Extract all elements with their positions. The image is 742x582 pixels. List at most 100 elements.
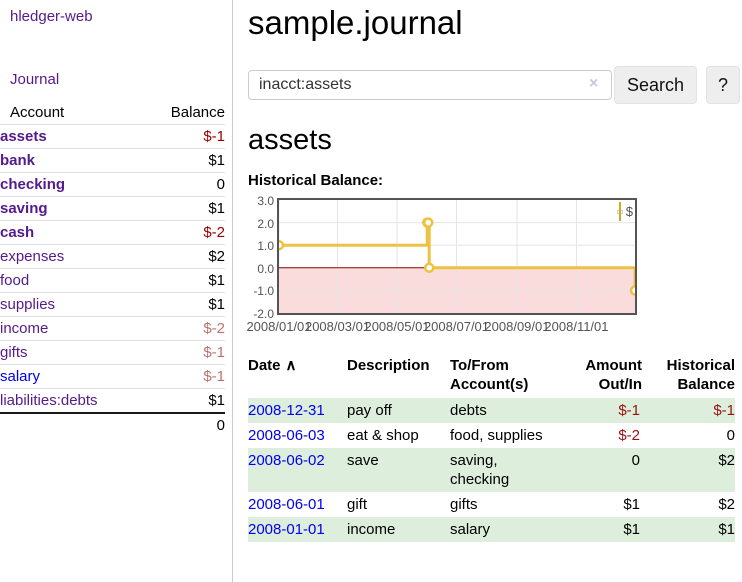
transaction-accounts: salary [450, 517, 566, 542]
account-row: salary $-1 [0, 364, 225, 389]
account-row: income $-2 [0, 316, 225, 341]
x-axis-tick-label: 2008/03/01 [304, 319, 371, 334]
account-balance: $2 [144, 244, 225, 269]
account-link-food[interactable]: food [0, 272, 30, 289]
sidebar: hledger-web Journal Account Balance asse… [0, 0, 233, 582]
account-row: cash $-2 [0, 220, 225, 245]
accounts-col-account: Account [0, 101, 145, 125]
account-link-gifts[interactable]: gifts [0, 344, 28, 361]
transaction-accounts: food, supplies [450, 427, 543, 444]
accounts-total-row: 0 [0, 412, 225, 437]
clear-search-icon[interactable]: × [589, 75, 599, 92]
transaction-amount: 0 [566, 448, 642, 492]
account-link-supplies[interactable]: supplies [0, 296, 56, 313]
transaction-balance: $-1 [642, 398, 735, 423]
account-link-bank[interactable]: bank [0, 152, 36, 169]
transaction-description: income [347, 517, 450, 542]
chart-y-labels: 3.0 2.0 1.0 0.0 -1.0 -2.0 [248, 194, 274, 321]
account-balance: 0 [144, 172, 225, 197]
col-date: Date ∧ [248, 354, 347, 398]
account-link-checking[interactable]: checking [0, 176, 66, 193]
account-row: food $1 [0, 268, 225, 293]
account-balance: $1 [144, 388, 225, 414]
accounts-col-balance: Balance [144, 101, 225, 125]
account-row: gifts $-1 [0, 340, 225, 365]
account-row: assets $-1 [0, 124, 225, 149]
chart-x-labels: 2008/01/01 2008/03/01 2008/05/01 2008/07/01… [246, 319, 635, 335]
account-link-expenses[interactable]: expenses [0, 248, 65, 265]
transaction-row: 2008-06-03 eat & shop food, supplies $-2… [248, 423, 735, 448]
accounts-total-value: 0 [144, 412, 225, 437]
col-amount-line2: Out/In [598, 376, 642, 393]
account-balance: $-1 [144, 364, 225, 389]
transaction-description: gift [347, 496, 368, 513]
register-table: Date ∧ Description To/From Account(s) Amo… [248, 354, 735, 542]
account-row: bank $1 [0, 148, 225, 173]
sidebar-item-journal[interactable]: Journal [10, 71, 60, 88]
account-balance: $-2 [144, 220, 225, 245]
account-link-liabilities-debts[interactable]: liabilities:debts [0, 392, 98, 409]
chart-plot-area: $ [277, 198, 637, 315]
transaction-balance: $1 [642, 517, 735, 542]
x-axis-tick-label: 2008/05/01 [364, 319, 430, 334]
transaction-amount: $-1 [566, 398, 642, 423]
col-amount: Amount Out/In [566, 354, 642, 398]
historical-balance-chart: 3.0 2.0 1.0 0.0 -1.0 -2.0 $ 2008/01/01 2008/03… [246, 194, 735, 344]
account-balance: $-1 [144, 340, 225, 365]
transaction-accounts: debts [450, 398, 566, 423]
transaction-description: save [347, 448, 450, 492]
y-axis-tick-label: 3.0 [257, 194, 274, 208]
transaction-date-link[interactable]: 2008-12-31 [248, 402, 325, 419]
col-tofrom-line1: To/From [450, 357, 509, 374]
account-link-cash[interactable]: cash [0, 224, 35, 241]
x-axis-tick-label: 2008/01/01 [246, 319, 312, 334]
col-tofrom-line2: Account(s) [450, 376, 529, 393]
col-balance-line2: Balance [677, 376, 735, 393]
col-tofrom-accounts: To/From Account(s) [450, 354, 566, 398]
col-historical-balance: Historical Balance [642, 354, 735, 398]
help-button[interactable]: ? [706, 66, 740, 104]
x-axis-tick-label: 2008/09/01 [484, 319, 550, 334]
transaction-description: eat & shop [347, 427, 419, 444]
transaction-date-link[interactable]: 2008-06-02 [248, 452, 325, 469]
chart-legend: $ [616, 201, 633, 221]
account-balance: $-2 [144, 316, 225, 341]
transaction-amount: $-2 [618, 427, 640, 444]
transaction-balance: 0 [726, 427, 735, 444]
chart-title: Historical Balance: [248, 172, 384, 189]
search-button[interactable]: Search [614, 66, 697, 104]
x-axis-tick-label: 2008/11/01 [544, 319, 609, 334]
search-input[interactable] [248, 70, 612, 100]
account-balance: $-1 [144, 124, 225, 149]
transaction-amount: $1 [566, 517, 642, 542]
account-link-income[interactable]: income [0, 320, 49, 337]
account-row: supplies $1 [0, 292, 225, 317]
transaction-date-link[interactable]: 2008-06-01 [248, 496, 325, 513]
y-axis-tick-label: -2.0 [253, 307, 274, 321]
account-link-salary[interactable]: salary [0, 368, 41, 385]
sort-ascending-icon: ∧ [285, 357, 297, 374]
y-axis-tick-label: 1.0 [257, 239, 274, 254]
legend-swatch-box [616, 201, 623, 221]
transaction-date-link[interactable]: 2008-06-03 [248, 427, 325, 444]
transaction-row: 2008-01-01 income salary $1 $1 [248, 517, 735, 542]
col-date-label: Date [248, 357, 281, 374]
legend-swatch-icon [618, 201, 621, 221]
app-brand-link[interactable]: hledger-web [10, 8, 93, 25]
y-axis-tick-label: 0.0 [257, 261, 274, 276]
account-row: expenses $2 [0, 244, 225, 269]
col-amount-line1: Amount [585, 357, 642, 374]
legend-label: $ [625, 204, 633, 219]
x-axis-tick-label: 2008/07/01 [423, 319, 490, 334]
account-link-assets[interactable]: assets [0, 128, 47, 145]
transaction-date-link[interactable]: 2008-01-01 [248, 521, 325, 538]
transaction-balance: $2 [642, 448, 735, 492]
search-form: × Search ? [248, 66, 740, 104]
chart-svg [279, 200, 635, 313]
account-balance: $1 [144, 292, 225, 317]
account-link-saving[interactable]: saving [0, 200, 48, 217]
transaction-description: pay off [347, 398, 450, 423]
y-axis-tick-label: -1.0 [253, 284, 274, 299]
transaction-accounts: gifts [450, 496, 478, 513]
